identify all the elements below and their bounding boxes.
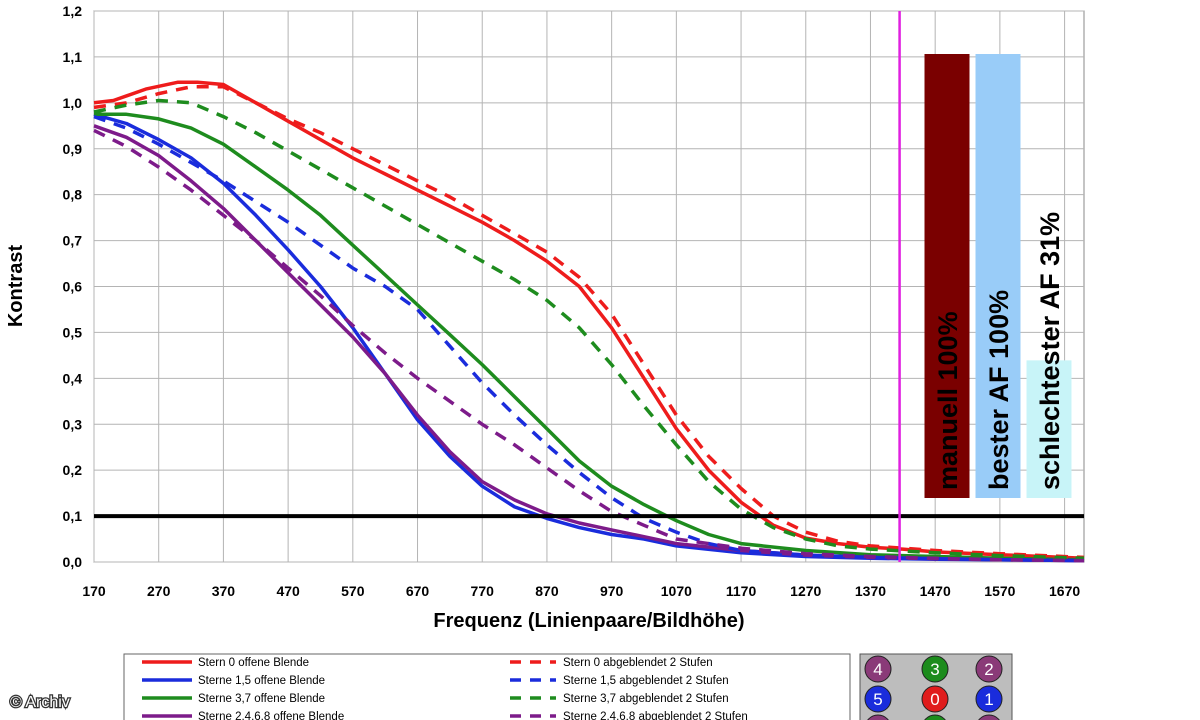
x-tick-1470: 1470 <box>920 583 951 599</box>
series-line-4 <box>93 85 1085 560</box>
accuracy-bars: manuell 100% bester AF 100% schlechtester … <box>924 54 1072 498</box>
legend-label-7: Sterne 2,4,6,8 abgeblendet 2 Stufen <box>563 711 748 720</box>
position-circle-cropped-2 <box>978 714 1000 720</box>
y-tick-1-2: 1,2 <box>63 3 83 19</box>
bar-1 <box>975 54 1021 498</box>
position-number-1: 1 <box>984 690 993 709</box>
y-tick-0-7: 0,7 <box>63 233 83 249</box>
legend-label-6: Sterne 3,7 abgeblendet 2 Stufen <box>563 693 729 705</box>
y-tick-0-6: 0,6 <box>63 279 83 295</box>
y-tick-0-8: 0,8 <box>63 187 83 203</box>
x-tick-670: 670 <box>406 583 430 599</box>
position-circle-cropped-0 <box>867 714 889 720</box>
reference-lines <box>94 11 1084 562</box>
x-tick-1170: 1170 <box>726 583 757 599</box>
series-lines <box>93 80 1085 563</box>
legend-label-3: Sterne 2,4,6,8 offene Blende <box>198 711 344 720</box>
position-circle-4 <box>864 655 892 683</box>
series-line-5 <box>93 114 1085 563</box>
x-tick-1670: 1670 <box>1049 583 1080 599</box>
bar-label-1: bester AF 100% <box>984 290 1014 490</box>
y-tick-0-2: 0,2 <box>63 462 83 478</box>
y-axis-title: Kontrast <box>5 245 27 328</box>
position-number-4: 4 <box>873 660 882 679</box>
y-tick-0-9: 0,9 <box>63 141 83 157</box>
y-tick-0-0: 0,0 <box>63 554 83 570</box>
x-tick-1270: 1270 <box>790 583 821 599</box>
legend: Stern 0 offene Blende Sterne 1,5 offene B… <box>123 653 851 720</box>
position-circle-5 <box>864 685 892 713</box>
x-tick-370: 370 <box>212 583 236 599</box>
x-tick-870: 870 <box>535 583 559 599</box>
position-circle-0 <box>921 685 949 713</box>
series-line-0 <box>93 80 1085 561</box>
y-tick-0-5: 0,5 <box>63 324 83 340</box>
x-axis-title: Frequenz (Linienpaare/Bildhöhe) <box>433 610 744 632</box>
position-number-2: 2 <box>984 660 993 679</box>
position-circle-1 <box>975 685 1003 713</box>
y-tick-labels: 0,0 0,1 0,2 0,3 0,4 0,5 0,6 0,7 0,8 0,9 1,0 1,1 1,2 <box>63 3 83 570</box>
x-tick-470: 470 <box>276 583 300 599</box>
legend-label-5: Sterne 1,5 abgeblendet 2 Stufen <box>563 675 729 687</box>
bar-label-2: schlechtester AF 31% <box>1035 212 1065 490</box>
x-tick-570: 570 <box>341 583 365 599</box>
position-circle-3 <box>921 655 949 683</box>
bar-0 <box>924 54 970 498</box>
x-tick-1070: 1070 <box>661 583 692 599</box>
star-position-diagram: 4 3 2 5 0 1 <box>859 653 1013 720</box>
bar-2 <box>1026 360 1072 498</box>
x-tick-1570: 1570 <box>984 583 1015 599</box>
position-circle-cropped-1 <box>924 714 946 720</box>
x-tick-170: 170 <box>82 583 106 599</box>
copyright-notice: © Archiv <box>9 693 71 713</box>
y-tick-0-1: 0,1 <box>63 508 83 524</box>
x-tick-labels: 170 270 370 470 570 670 770 870 970 1070 1170 1270 1… <box>82 583 1080 599</box>
legend-label-4: Stern 0 abgeblendet 2 Stufen <box>563 657 713 669</box>
legend-label-2: Sterne 3,7 offene Blende <box>198 693 325 705</box>
series-line-7 <box>93 128 1085 563</box>
x-tick-770: 770 <box>471 583 495 599</box>
legend-label-0: Stern 0 offene Blende <box>198 657 309 669</box>
y-tick-1-1: 1,1 <box>63 49 83 65</box>
position-number-0: 0 <box>930 690 939 709</box>
legend-label-1: Sterne 1,5 offene Blende <box>198 675 325 687</box>
y-tick-0-3: 0,3 <box>63 416 83 432</box>
series-line-6 <box>93 98 1085 561</box>
legend-box <box>123 653 851 720</box>
x-tick-270: 270 <box>147 583 171 599</box>
x-tick-1370: 1370 <box>855 583 886 599</box>
position-circle-2 <box>975 655 1003 683</box>
copyright-text: © Archiv <box>10 694 70 711</box>
y-tick-1-0: 1,0 <box>63 95 83 111</box>
position-number-3: 3 <box>930 660 939 679</box>
bar-label-0: manuell 100% <box>933 311 963 490</box>
x-tick-970: 970 <box>600 583 624 599</box>
position-number-5: 5 <box>873 690 882 709</box>
series-line-2 <box>94 112 1085 562</box>
y-tick-0-4: 0,4 <box>63 370 83 386</box>
